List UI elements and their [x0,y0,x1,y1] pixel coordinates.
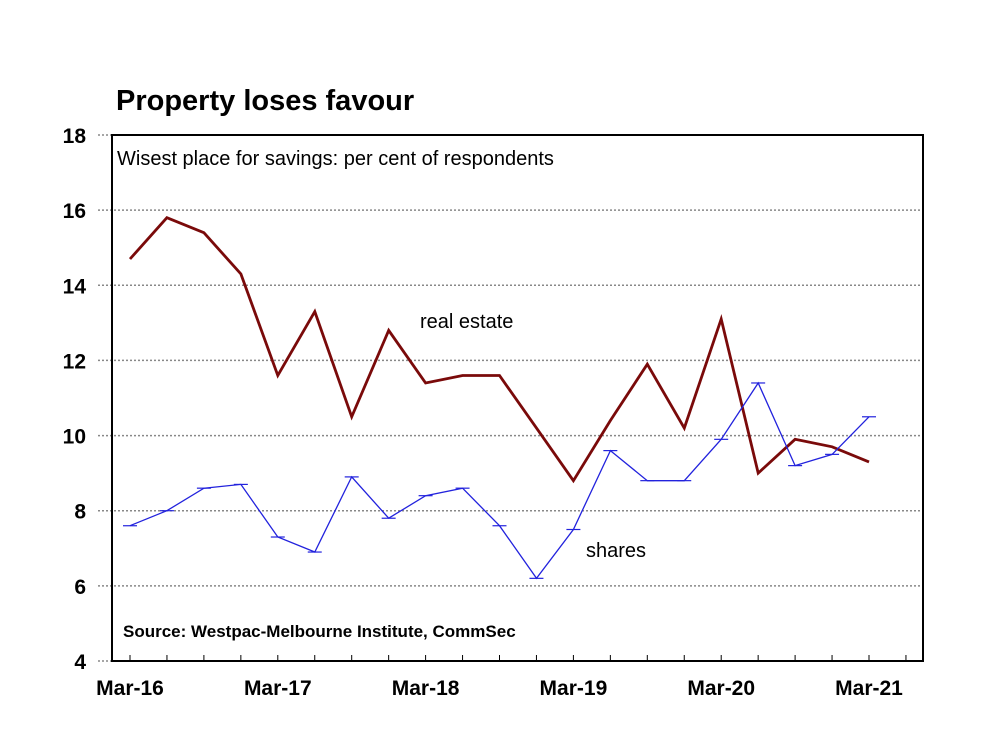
series-line-shares [129,381,870,580]
x-tick-label-Mar-16: Mar-16 [96,677,164,700]
series-group [123,216,876,580]
label-shares: shares [586,540,646,562]
x-tick-label-Mar-17: Mar-17 [244,677,312,700]
y-tick-label-14: 14 [63,275,87,298]
chart-subtitle: Wisest place for savings: per cent of re… [117,148,554,170]
y-tick-label-4: 4 [74,651,86,674]
plot-frame [111,134,924,662]
x-tick-label-Mar-21: Mar-21 [835,677,903,700]
source-note: Source: Westpac-Melbourne Institute, Com… [123,622,516,641]
label-real-estate: real estate [420,311,513,333]
y-tick-label-16: 16 [63,200,86,223]
y-tick-label-10: 10 [63,426,86,449]
series-line-real-estate [128,216,870,484]
y-tick-label-18: 18 [63,125,87,148]
y-tick-label-12: 12 [63,350,86,373]
y-axis-ticks: 4 6 8 10 12 14 16 18 [63,125,87,674]
gridlines [98,134,923,662]
chart-title: Property loses favour [116,85,414,117]
x-tick-label-Mar-20: Mar-20 [687,677,755,700]
y-tick-label-6: 6 [74,576,86,599]
x-axis-ticks: Mar-16 Mar-17 Mar-18 Mar-19 Mar-20 Mar-21 [96,655,907,700]
x-tick-label-Mar-19: Mar-19 [540,677,608,700]
y-tick-label-8: 8 [74,501,86,524]
x-tick-label-Mar-18: Mar-18 [392,677,460,700]
